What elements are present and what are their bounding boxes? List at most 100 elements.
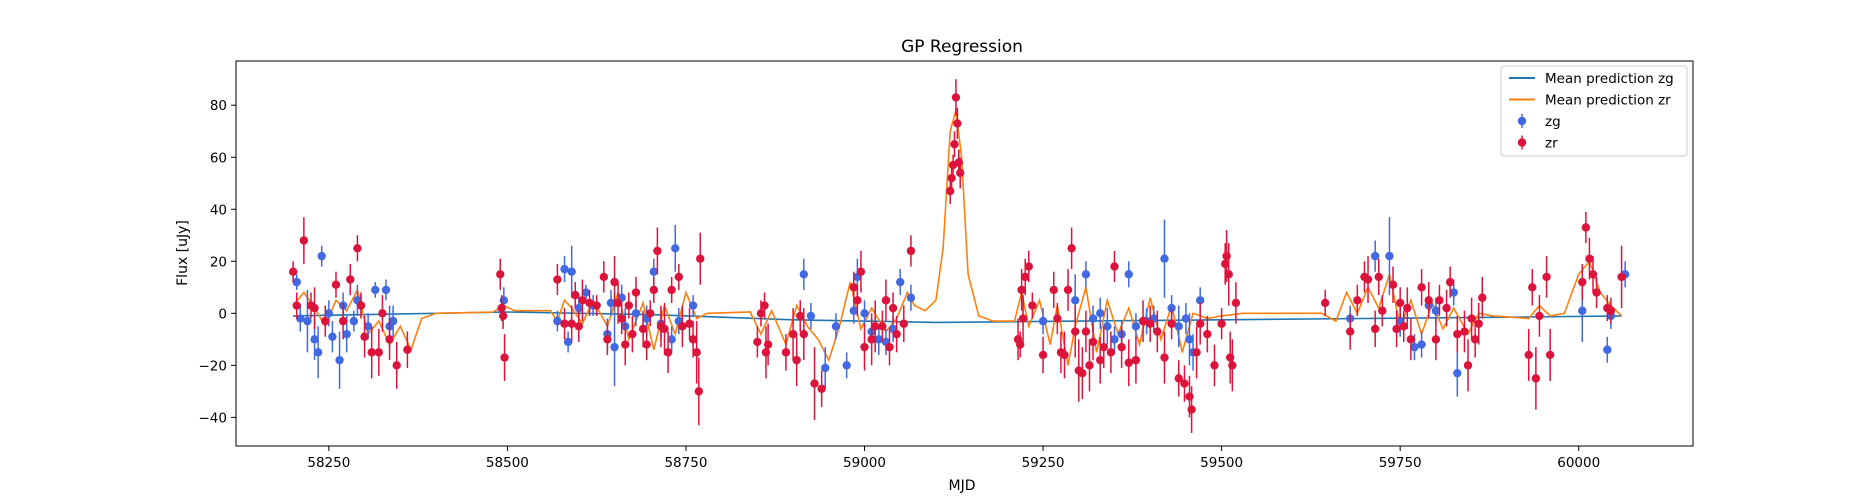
- data-point-zr: [1581, 223, 1591, 232]
- data-point-zg: [874, 335, 883, 344]
- data-point-zg: [1453, 368, 1462, 378]
- data-point-zr: [899, 319, 908, 328]
- data-point-zg: [1431, 306, 1441, 315]
- data-point-zr: [788, 329, 798, 339]
- data-point-zr: [1145, 319, 1155, 328]
- data-point-zr: [1222, 251, 1231, 261]
- data-point-zr: [353, 244, 362, 253]
- data-point-zr: [881, 296, 891, 305]
- data-point-zr: [367, 348, 376, 357]
- data-point-zr: [288, 267, 298, 276]
- axes: 58250 58500 58750 59000 59250 59500 59750 60000…: [199, 60, 1694, 471]
- data-point-zg: [560, 264, 569, 274]
- data-point-zr: [871, 322, 880, 331]
- data-point-zr: [660, 324, 669, 334]
- data-point-zr: [906, 246, 916, 256]
- data-point-zr: [1399, 322, 1408, 331]
- data-point-zg: [671, 244, 680, 253]
- data-point-zr: [685, 319, 694, 328]
- data-point-zr: [1160, 353, 1169, 362]
- data-point-zg: [388, 316, 398, 326]
- data-point-zg: [1449, 288, 1458, 297]
- data-point-zr: [1406, 335, 1416, 344]
- legend-label-mean-prediction-zg: Mean prediction zg: [1545, 71, 1674, 87]
- data-point-zg: [310, 335, 319, 344]
- data-point-zr: [1370, 324, 1380, 334]
- data-point-zr: [799, 329, 809, 339]
- data-point-zr: [1353, 296, 1362, 305]
- data-point-zr: [356, 301, 366, 310]
- data-point-zr: [1524, 350, 1533, 360]
- data-point-zr: [500, 353, 509, 362]
- data-point-zr: [860, 342, 869, 352]
- data-point-zg: [606, 298, 616, 308]
- y-tick-label: −40: [199, 410, 228, 426]
- data-point-zr: [599, 272, 609, 282]
- data-point-zg: [1603, 345, 1612, 354]
- data-point-zr: [378, 309, 387, 318]
- data-point-zr: [1124, 358, 1133, 367]
- data-point-zg: [574, 303, 584, 313]
- data-point-zr: [1110, 262, 1119, 271]
- data-point-zr: [1099, 342, 1108, 352]
- data-point-zr: [1617, 272, 1626, 282]
- chart-title: GP Regression: [901, 37, 1023, 57]
- data-point-zr: [1231, 298, 1241, 308]
- data-point-zr: [653, 246, 662, 256]
- data-point-zr: [796, 311, 805, 321]
- data-point-zg: [649, 267, 659, 276]
- data-point-zr: [1545, 350, 1555, 360]
- x-tick-label: 58250: [307, 455, 350, 471]
- data-point-zr: [292, 301, 301, 310]
- data-point-zr: [1592, 288, 1601, 297]
- data-point-zr: [756, 309, 766, 318]
- legend-label-zg: zg: [1545, 114, 1561, 130]
- data-point-zr: [1363, 275, 1373, 284]
- data-point-zr: [360, 332, 369, 341]
- x-tick-label: 59000: [843, 455, 886, 471]
- data-point-zg: [1160, 254, 1169, 263]
- data-point-zr: [817, 384, 826, 393]
- data-point-zr: [578, 296, 587, 305]
- data-point-zr: [603, 335, 612, 344]
- data-point-zr: [642, 340, 651, 349]
- data-point-zr: [1445, 277, 1455, 287]
- data-point-zr: [1210, 361, 1219, 370]
- data-point-zr: [592, 301, 601, 310]
- data-point-zr: [760, 301, 769, 310]
- data-point-zg: [371, 285, 380, 295]
- data-point-zg: [667, 335, 676, 344]
- data-point-zr: [1021, 272, 1030, 282]
- data-point-zr: [610, 277, 619, 287]
- data-point-zr: [574, 322, 584, 331]
- data-point-zr: [1470, 335, 1480, 344]
- data-point-zr: [853, 296, 862, 305]
- data-point-zr: [1192, 348, 1201, 357]
- data-point-zr: [753, 337, 762, 347]
- data-point-zr: [763, 340, 773, 349]
- data-point-zr: [1388, 280, 1398, 289]
- data-point-zg: [1410, 342, 1419, 352]
- data-point-zg: [1174, 322, 1183, 331]
- data-point-zr: [696, 254, 705, 263]
- data-point-zr: [1081, 327, 1091, 336]
- data-point-zr: [1024, 262, 1033, 271]
- data-point-zg: [553, 316, 562, 326]
- legend-label-mean-prediction-zr: Mean prediction zr: [1545, 93, 1671, 109]
- legend-marker-zg: [1517, 116, 1527, 126]
- data-point-zg: [1096, 309, 1105, 318]
- data-point-zr: [956, 168, 965, 178]
- data-point-zr: [792, 355, 801, 365]
- data-point-zr: [1071, 327, 1080, 336]
- data-point-zr: [1228, 361, 1237, 370]
- data-point-zr: [553, 275, 562, 284]
- x-tick-label: 58500: [486, 455, 529, 471]
- data-point-zg: [1181, 314, 1191, 323]
- data-point-zr: [678, 322, 687, 331]
- data-point-zg: [581, 288, 591, 297]
- data-point-zg: [363, 322, 373, 331]
- data-point-zr: [663, 348, 673, 357]
- data-point-zr: [1217, 319, 1226, 328]
- data-point-zg: [335, 355, 344, 365]
- y-tick-label: −20: [199, 358, 228, 374]
